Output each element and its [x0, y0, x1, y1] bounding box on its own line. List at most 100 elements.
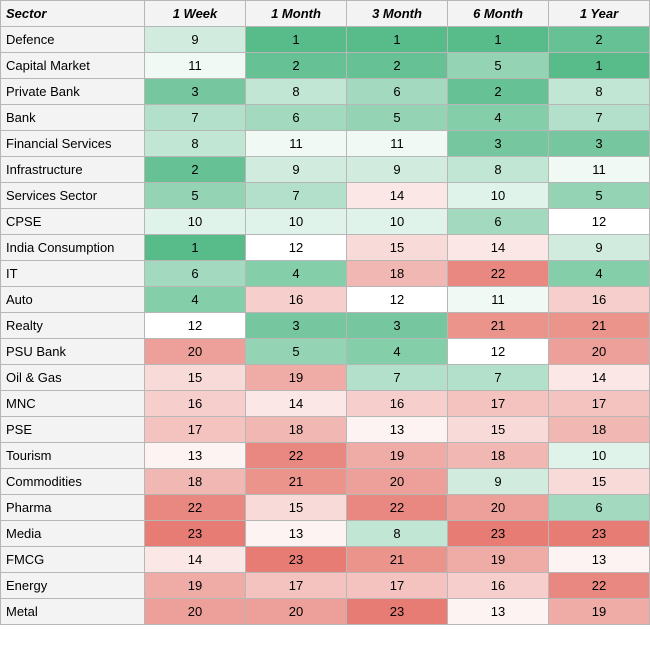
sector-cell[interactable]: FMCG [0, 546, 145, 573]
rank-cell[interactable]: 17 [548, 390, 650, 417]
rank-cell[interactable]: 4 [245, 260, 347, 287]
sector-cell[interactable]: IT [0, 260, 145, 287]
rank-cell[interactable]: 15 [346, 234, 448, 261]
rank-cell[interactable]: 5 [346, 104, 448, 131]
sector-cell[interactable]: Financial Services [0, 130, 145, 157]
rank-cell[interactable]: 6 [447, 208, 549, 235]
sector-cell[interactable]: Auto [0, 286, 145, 313]
rank-cell[interactable]: 21 [346, 546, 448, 573]
rank-cell[interactable]: 22 [245, 442, 347, 469]
sector-cell[interactable]: India Consumption [0, 234, 145, 261]
rank-cell[interactable]: 9 [548, 234, 650, 261]
rank-cell[interactable]: 15 [144, 364, 246, 391]
sector-cell[interactable]: Metal [0, 598, 145, 625]
rank-cell[interactable]: 5 [144, 182, 246, 209]
rank-cell[interactable]: 8 [346, 520, 448, 547]
rank-cell[interactable]: 12 [548, 208, 650, 235]
rank-cell[interactable]: 16 [548, 286, 650, 313]
rank-cell[interactable]: 21 [548, 312, 650, 339]
sector-cell[interactable]: MNC [0, 390, 145, 417]
rank-cell[interactable]: 22 [548, 572, 650, 599]
rank-cell[interactable]: 3 [245, 312, 347, 339]
rank-cell[interactable]: 19 [346, 442, 448, 469]
rank-cell[interactable]: 18 [447, 442, 549, 469]
rank-cell[interactable]: 19 [245, 364, 347, 391]
rank-cell[interactable]: 7 [245, 182, 347, 209]
rank-cell[interactable]: 17 [346, 572, 448, 599]
sector-cell[interactable]: PSU Bank [0, 338, 145, 365]
rank-cell[interactable]: 18 [346, 260, 448, 287]
rank-cell[interactable]: 8 [144, 130, 246, 157]
rank-cell[interactable]: 21 [447, 312, 549, 339]
rank-cell[interactable]: 19 [144, 572, 246, 599]
rank-cell[interactable]: 8 [245, 78, 347, 105]
rank-cell[interactable]: 12 [346, 286, 448, 313]
rank-cell[interactable]: 10 [548, 442, 650, 469]
rank-cell[interactable]: 15 [245, 494, 347, 521]
rank-cell[interactable]: 7 [548, 104, 650, 131]
rank-cell[interactable]: 13 [245, 520, 347, 547]
rank-cell[interactable]: 2 [144, 156, 246, 183]
rank-cell[interactable]: 4 [144, 286, 246, 313]
rank-cell[interactable]: 4 [447, 104, 549, 131]
sector-cell[interactable]: Infrastructure [0, 156, 145, 183]
header-1-month[interactable]: 1 Month [245, 0, 347, 27]
sector-cell[interactable]: PSE [0, 416, 145, 443]
sector-cell[interactable]: Realty [0, 312, 145, 339]
rank-cell[interactable]: 23 [245, 546, 347, 573]
rank-cell[interactable]: 5 [447, 52, 549, 79]
rank-cell[interactable]: 20 [548, 338, 650, 365]
rank-cell[interactable]: 10 [245, 208, 347, 235]
rank-cell[interactable]: 9 [245, 156, 347, 183]
sector-cell[interactable]: Tourism [0, 442, 145, 469]
sector-cell[interactable]: Private Bank [0, 78, 145, 105]
sector-cell[interactable]: Media [0, 520, 145, 547]
rank-cell[interactable]: 14 [245, 390, 347, 417]
rank-cell[interactable]: 9 [346, 156, 448, 183]
rank-cell[interactable]: 20 [447, 494, 549, 521]
rank-cell[interactable]: 7 [144, 104, 246, 131]
rank-cell[interactable]: 2 [548, 26, 650, 53]
header-sector[interactable]: Sector [0, 0, 145, 27]
rank-cell[interactable]: 13 [548, 546, 650, 573]
rank-cell[interactable]: 19 [548, 598, 650, 625]
rank-cell[interactable]: 17 [245, 572, 347, 599]
sector-cell[interactable]: Oil & Gas [0, 364, 145, 391]
rank-cell[interactable]: 12 [144, 312, 246, 339]
sector-cell[interactable]: Commodities [0, 468, 145, 495]
rank-cell[interactable]: 1 [346, 26, 448, 53]
rank-cell[interactable]: 10 [144, 208, 246, 235]
rank-cell[interactable]: 18 [144, 468, 246, 495]
sector-cell[interactable]: Capital Market [0, 52, 145, 79]
rank-cell[interactable]: 23 [144, 520, 246, 547]
rank-cell[interactable]: 5 [245, 338, 347, 365]
sector-cell[interactable]: CPSE [0, 208, 145, 235]
rank-cell[interactable]: 5 [548, 182, 650, 209]
rank-cell[interactable]: 14 [548, 364, 650, 391]
rank-cell[interactable]: 6 [548, 494, 650, 521]
header-1-week[interactable]: 1 Week [144, 0, 246, 27]
rank-cell[interactable]: 9 [447, 468, 549, 495]
rank-cell[interactable]: 7 [447, 364, 549, 391]
rank-cell[interactable]: 13 [447, 598, 549, 625]
rank-cell[interactable]: 1 [245, 26, 347, 53]
rank-cell[interactable]: 16 [346, 390, 448, 417]
rank-cell[interactable]: 8 [447, 156, 549, 183]
rank-cell[interactable]: 3 [447, 130, 549, 157]
rank-cell[interactable]: 11 [548, 156, 650, 183]
rank-cell[interactable]: 22 [346, 494, 448, 521]
rank-cell[interactable]: 2 [245, 52, 347, 79]
rank-cell[interactable]: 20 [144, 338, 246, 365]
rank-cell[interactable]: 23 [447, 520, 549, 547]
rank-cell[interactable]: 19 [447, 546, 549, 573]
rank-cell[interactable]: 17 [447, 390, 549, 417]
header-1-year[interactable]: 1 Year [548, 0, 650, 27]
header-6-month[interactable]: 6 Month [447, 0, 549, 27]
rank-cell[interactable]: 14 [346, 182, 448, 209]
rank-cell[interactable]: 22 [144, 494, 246, 521]
rank-cell[interactable]: 20 [144, 598, 246, 625]
rank-cell[interactable]: 18 [245, 416, 347, 443]
rank-cell[interactable]: 2 [346, 52, 448, 79]
rank-cell[interactable]: 7 [346, 364, 448, 391]
rank-cell[interactable]: 10 [346, 208, 448, 235]
